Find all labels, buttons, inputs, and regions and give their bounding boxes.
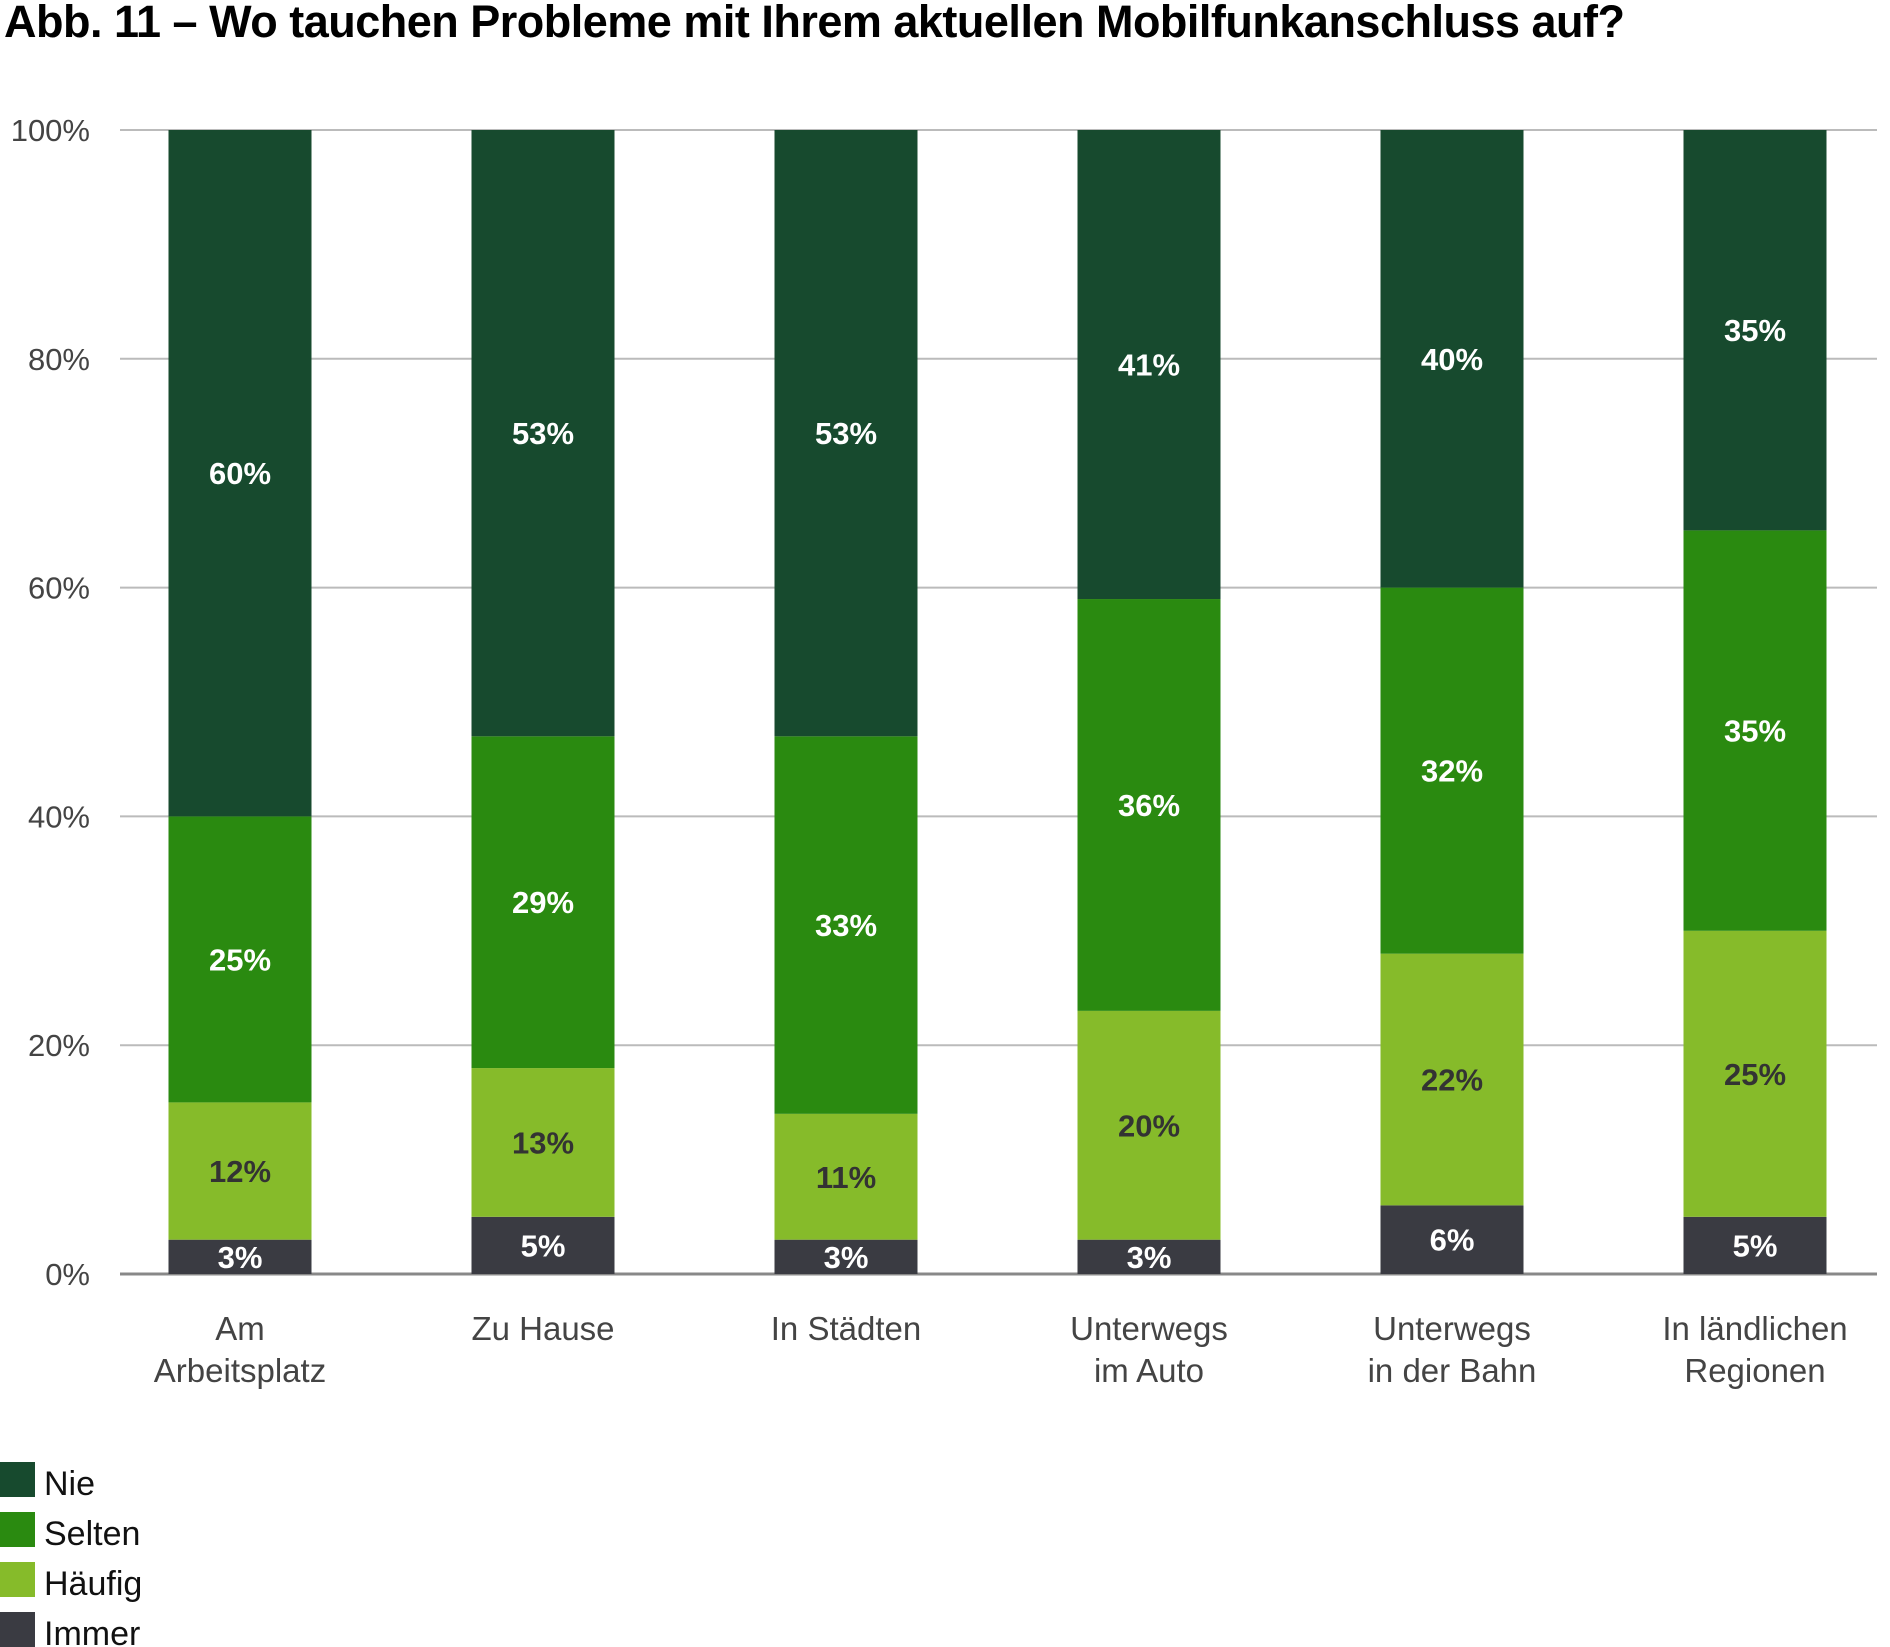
legend-swatch bbox=[0, 1512, 35, 1547]
data-label: 3% bbox=[1127, 1240, 1172, 1275]
data-label: 3% bbox=[824, 1240, 869, 1275]
bar-segment-selten bbox=[168, 816, 312, 1103]
data-label: 11% bbox=[816, 1160, 876, 1195]
y-tick-label: 0% bbox=[45, 1257, 90, 1292]
bar-segment-selten bbox=[774, 736, 918, 1114]
x-tick-label: Unterwegs bbox=[1070, 1310, 1228, 1347]
bar-segment-nie bbox=[471, 130, 615, 737]
data-label: 20% bbox=[1118, 1108, 1180, 1143]
data-label: 22% bbox=[1421, 1063, 1483, 1098]
bar-segment-häufig bbox=[1683, 930, 1827, 1217]
data-label: 36% bbox=[1118, 788, 1180, 823]
data-label: 3% bbox=[218, 1240, 263, 1275]
bar-segment-immer bbox=[774, 1239, 918, 1274]
bar-segment-selten bbox=[471, 736, 615, 1069]
data-label: 53% bbox=[512, 416, 574, 451]
bar-segment-immer bbox=[1380, 1205, 1524, 1274]
bar-segment-nie bbox=[1683, 130, 1827, 531]
bar-segment-immer bbox=[471, 1216, 615, 1274]
legend-swatch bbox=[0, 1462, 35, 1497]
bar-segment-häufig bbox=[774, 1113, 918, 1240]
data-label: 33% bbox=[815, 908, 877, 943]
data-label: 60% bbox=[209, 456, 271, 491]
bar-segment-häufig bbox=[471, 1068, 615, 1217]
legend-label: Immer bbox=[44, 1615, 140, 1647]
data-label: 35% bbox=[1724, 313, 1786, 348]
data-label: 35% bbox=[1724, 714, 1786, 749]
bar-segment-selten bbox=[1380, 587, 1524, 954]
y-tick-label: 100% bbox=[11, 113, 90, 148]
data-label: 53% bbox=[815, 416, 877, 451]
x-tick-label: Regionen bbox=[1684, 1352, 1825, 1389]
data-label: 5% bbox=[1733, 1228, 1778, 1263]
x-tick-label: In Städten bbox=[771, 1310, 921, 1347]
bar-segment-häufig bbox=[1380, 953, 1524, 1206]
y-tick-label: 60% bbox=[28, 571, 90, 606]
legend-label: Selten bbox=[44, 1515, 140, 1553]
y-tick-label: 40% bbox=[28, 799, 90, 834]
x-tick-label: in der Bahn bbox=[1368, 1352, 1537, 1389]
legend-swatch bbox=[0, 1562, 35, 1597]
x-tick-label: Am bbox=[215, 1310, 265, 1347]
bar-segment-häufig bbox=[168, 1102, 312, 1240]
legend-label: Nie bbox=[44, 1465, 95, 1503]
data-label: 40% bbox=[1421, 342, 1483, 377]
y-tick-label: 20% bbox=[28, 1028, 90, 1063]
bar-segment-nie bbox=[1380, 130, 1524, 588]
bar-segment-nie bbox=[168, 130, 312, 817]
y-tick-label: 80% bbox=[28, 342, 90, 377]
bar-segment-immer bbox=[168, 1239, 312, 1274]
data-label: 13% bbox=[512, 1125, 574, 1160]
bar-segment-nie bbox=[1077, 130, 1221, 600]
x-tick-label: In ländlichen bbox=[1662, 1310, 1847, 1347]
data-label: 25% bbox=[1724, 1057, 1786, 1092]
x-tick-label: Arbeitsplatz bbox=[154, 1352, 326, 1389]
data-label: 6% bbox=[1430, 1223, 1475, 1258]
x-tick-label: Unterwegs bbox=[1373, 1310, 1531, 1347]
bar-segment-immer bbox=[1077, 1239, 1221, 1274]
chart-title: Abb. 11 – Wo tauchen Probleme mit Ihrem … bbox=[4, 0, 1625, 47]
bar-segment-selten bbox=[1683, 530, 1827, 931]
bar-segment-immer bbox=[1683, 1216, 1827, 1274]
x-tick-label: Zu Hause bbox=[471, 1310, 614, 1347]
data-label: 29% bbox=[512, 885, 574, 920]
data-label: 25% bbox=[209, 942, 271, 977]
legend-label: Häufig bbox=[44, 1565, 142, 1603]
data-label: 12% bbox=[209, 1154, 271, 1189]
x-tick-label: im Auto bbox=[1094, 1352, 1204, 1389]
legend-swatch bbox=[0, 1612, 35, 1647]
bar-segment-selten bbox=[1077, 599, 1221, 1011]
data-label: 32% bbox=[1421, 754, 1483, 789]
bar-segment-nie bbox=[774, 130, 918, 737]
bar-segment-häufig bbox=[1077, 1010, 1221, 1240]
data-label: 5% bbox=[521, 1228, 566, 1263]
data-label: 41% bbox=[1118, 348, 1180, 383]
